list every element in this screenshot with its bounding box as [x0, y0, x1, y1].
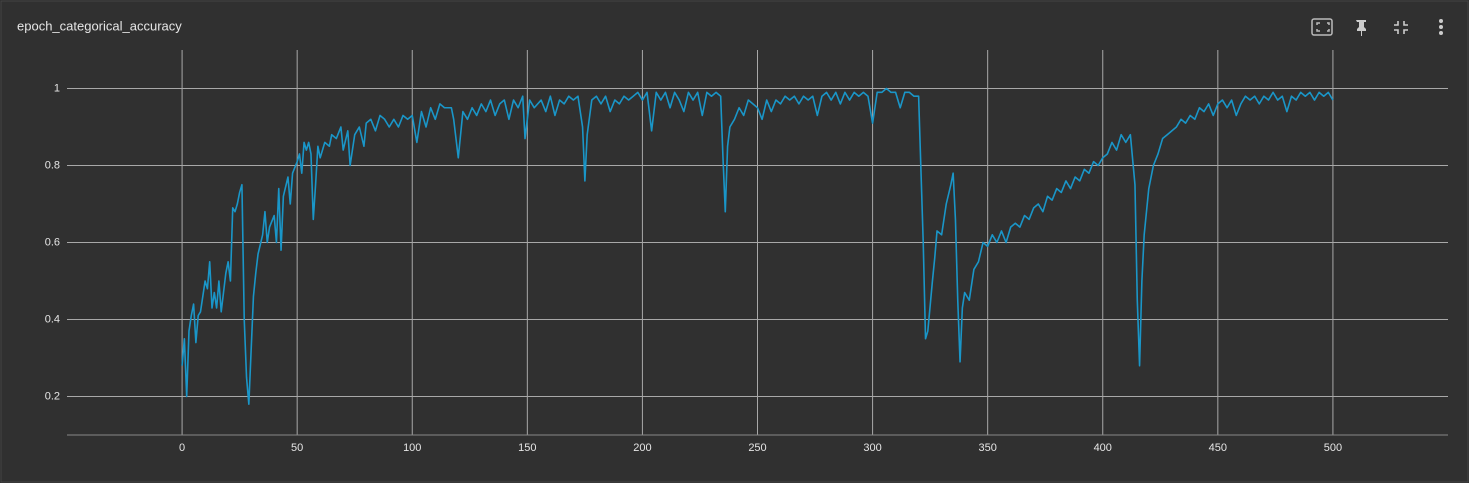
- x-tick-label: 450: [1209, 442, 1227, 454]
- y-tick-label: 1: [54, 82, 60, 94]
- y-tick-label: 0.2: [45, 390, 60, 402]
- y-tick-label: 0.6: [45, 236, 60, 248]
- x-tick-label: 250: [748, 442, 766, 454]
- x-tick-label: 500: [1324, 442, 1342, 454]
- more-menu-button[interactable]: [1439, 19, 1443, 35]
- plot-area: 0.2 0.4 0.6 0.8 1 0 50 100 150 200 250 300 350 400 450…: [45, 50, 1448, 454]
- x-tick-label: 100: [403, 442, 421, 454]
- collapse-button[interactable]: [1394, 21, 1408, 34]
- x-tick-label: 400: [1094, 442, 1112, 454]
- pin-button[interactable]: [1356, 20, 1366, 36]
- x-tick-label: 0: [179, 442, 185, 454]
- x-tick-label: 200: [633, 442, 651, 454]
- x-tick-label: 300: [863, 442, 881, 454]
- data-line: [181, 87, 1334, 405]
- x-tick-label: 350: [978, 442, 996, 454]
- x-tick-label: 50: [291, 442, 303, 454]
- y-tick-label: 0.8: [45, 159, 60, 171]
- chart-title: epoch_categorical_accuracy: [17, 18, 182, 33]
- y-tick-label: 0.4: [45, 313, 60, 325]
- x-tick-label: 150: [518, 442, 536, 454]
- fit-domain-button[interactable]: [1311, 18, 1333, 36]
